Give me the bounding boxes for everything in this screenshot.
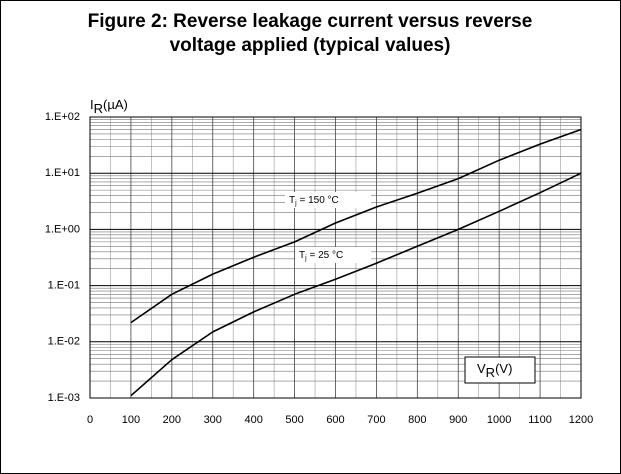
- x-label-box: [464, 356, 536, 384]
- series-label-part: = 25 °C: [307, 250, 344, 261]
- x-tick-label: 1100: [528, 414, 552, 426]
- chart-title: voltage applied (typical values): [170, 35, 451, 56]
- series-label: Tj = 25 °C: [299, 250, 343, 262]
- x-tick-label: 100: [122, 414, 140, 426]
- series-line: [130, 172, 582, 397]
- x-tick-label: 800: [408, 414, 426, 426]
- y-axis-label: IR(µA): [90, 97, 128, 116]
- x-tick-label: 200: [163, 414, 181, 426]
- chart-title: Figure 2: Reverse leakage current versus…: [88, 11, 533, 32]
- x-tick-label: 500: [285, 414, 303, 426]
- x-tick-label: 300: [204, 414, 222, 426]
- x-axis-label: VR(V): [477, 361, 512, 380]
- x-axis-label-part: (V): [495, 361, 512, 376]
- y-tick-label: 1.E-03: [48, 392, 80, 404]
- series-label-part: T: [299, 250, 305, 261]
- x-axis-label-part: R: [486, 365, 495, 380]
- x-axis-label-part: V: [477, 361, 486, 376]
- x-tick-label: 1000: [487, 414, 511, 426]
- y-tick-label: 1.E-01: [48, 280, 80, 292]
- series-label-box: [295, 247, 371, 263]
- y-tick-label: 1.E+02: [45, 111, 80, 123]
- y-tick-label: 1.E-02: [48, 336, 80, 348]
- x-tick-label: 1200: [569, 414, 593, 426]
- series-label: Tj = 150 °C: [289, 195, 339, 207]
- series-label-part: j: [294, 200, 297, 207]
- series-label-box: [285, 192, 371, 208]
- y-tick-label: 1.E+00: [45, 223, 80, 235]
- x-tick-label: 400: [244, 414, 262, 426]
- plot-border: [89, 116, 582, 399]
- series-label-part: T: [289, 195, 295, 206]
- y-tick-label: 1.E+01: [45, 167, 80, 179]
- x-tick-label: 0: [87, 414, 93, 426]
- x-tick-label: 600: [326, 414, 344, 426]
- x-tick-label: 900: [449, 414, 467, 426]
- series-line: [130, 128, 582, 324]
- series-label-part: j: [304, 255, 307, 262]
- series-label-part: = 150 °C: [297, 195, 339, 206]
- x-tick-label: 700: [367, 414, 385, 426]
